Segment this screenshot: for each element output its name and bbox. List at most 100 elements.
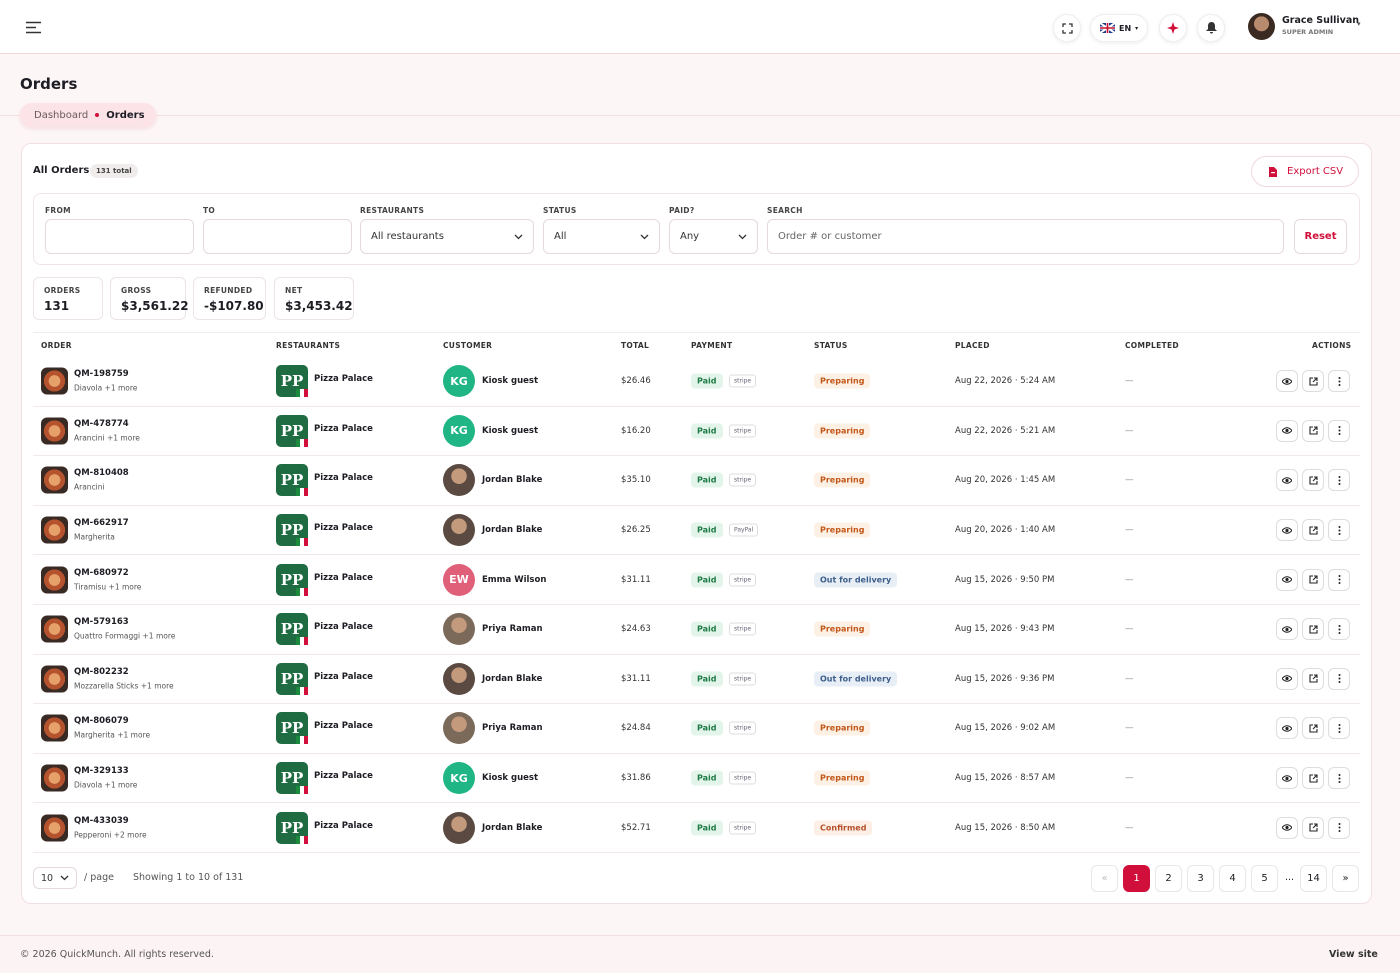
page-button[interactable]: 3	[1187, 865, 1214, 892]
last-page[interactable]: 14	[1300, 865, 1327, 892]
placed-at: Aug 15, 2026 · 9:50 PM	[955, 574, 1055, 585]
reset-button[interactable]: Reset	[1294, 219, 1347, 254]
placed-at: Aug 22, 2026 · 5:24 AM	[955, 376, 1056, 387]
column-header: PLACED	[955, 341, 990, 350]
restaurants-select[interactable]: All restaurants	[360, 219, 534, 254]
view-site-link[interactable]: View site	[1329, 949, 1378, 960]
completed-at: —	[1125, 525, 1134, 536]
language-select[interactable]: EN ▾	[1090, 14, 1148, 42]
page-button[interactable]: 4	[1219, 865, 1246, 892]
from-date-input[interactable]	[45, 219, 194, 254]
stat-label: GROSS	[121, 286, 152, 295]
fullscreen-button[interactable]	[1053, 14, 1081, 42]
order-row[interactable]: QM-579163 Quattro Formaggi +1 more PP Pizza…	[33, 605, 1360, 655]
placed-at: Aug 20, 2026 · 1:45 AM	[955, 475, 1056, 486]
order-row[interactable]: QM-806079 Margherita +1 more PP Pizza Palac…	[33, 704, 1360, 754]
open-button[interactable]	[1302, 667, 1324, 690]
italian-flag	[296, 835, 308, 844]
order-total: $31.11	[621, 574, 651, 585]
stat-box: NET $3,453.42	[274, 277, 354, 320]
more-button[interactable]	[1328, 816, 1350, 839]
more-button[interactable]	[1328, 667, 1350, 690]
placed-at: Aug 15, 2026 · 9:02 AM	[955, 723, 1056, 734]
page-button[interactable]: 2	[1155, 865, 1182, 892]
view-button[interactable]	[1276, 816, 1298, 839]
order-row[interactable]: QM-329133 Diavola +1 more PP Pizza Palace KG…	[33, 754, 1360, 804]
menu-icon[interactable]	[26, 21, 42, 34]
notifications-button[interactable]	[1197, 14, 1225, 42]
order-items: Pepperoni +2 more	[74, 830, 147, 840]
more-button[interactable]	[1328, 419, 1350, 442]
order-status: Out for delivery	[814, 572, 898, 588]
customer-name: Kiosk guest	[482, 425, 539, 436]
view-button[interactable]	[1276, 370, 1298, 393]
open-button[interactable]	[1302, 519, 1324, 542]
order-row[interactable]: QM-680972 Tiramisu +1 more PP Pizza Palace E…	[33, 555, 1360, 605]
payment-provider: stripe	[729, 622, 757, 636]
more-button[interactable]	[1328, 519, 1350, 542]
food-thumbnail	[41, 367, 68, 395]
paid-select[interactable]: Any	[669, 219, 758, 254]
next-page[interactable]: »	[1332, 865, 1359, 892]
open-button[interactable]	[1302, 419, 1324, 442]
export-csv-button[interactable]: Export CSV	[1251, 156, 1359, 187]
view-button[interactable]	[1276, 767, 1298, 790]
view-button[interactable]	[1276, 419, 1298, 442]
payment-provider: stripe	[729, 721, 757, 735]
more-button[interactable]	[1328, 469, 1350, 492]
page-size-select[interactable]: 10	[33, 867, 77, 889]
user-menu-caret[interactable]: ▾	[1357, 20, 1361, 28]
open-button[interactable]	[1302, 618, 1324, 641]
order-row[interactable]: QM-433039 Pepperoni +2 more PP Pizza Palace…	[33, 803, 1360, 853]
breadcrumb-link[interactable]: Dashboard	[34, 109, 89, 121]
payment-status: Paid	[691, 472, 723, 488]
open-button[interactable]	[1302, 717, 1324, 740]
completed-at: —	[1125, 574, 1134, 585]
user-avatar[interactable]	[1248, 13, 1275, 40]
placed-at: Aug 15, 2026 · 9:36 PM	[955, 673, 1055, 684]
more-button[interactable]	[1328, 370, 1350, 393]
open-button[interactable]	[1302, 767, 1324, 790]
order-row[interactable]: QM-198759 Diavola +1 more PP Pizza Palace KG…	[33, 357, 1360, 407]
copyright: © 2026 QuickMunch. All rights reserved.	[20, 949, 214, 960]
italian-flag	[296, 488, 308, 497]
view-button[interactable]	[1276, 717, 1298, 740]
payment-provider: stripe	[729, 672, 757, 686]
order-items: Quattro Formaggi +1 more	[74, 631, 176, 641]
more-button[interactable]	[1328, 618, 1350, 641]
more-button[interactable]	[1328, 767, 1350, 790]
more-button[interactable]	[1328, 717, 1350, 740]
open-button[interactable]	[1302, 568, 1324, 591]
view-button[interactable]	[1276, 568, 1298, 591]
status-select[interactable]: All	[543, 219, 660, 254]
order-row[interactable]: QM-810408 Arancini PP Pizza Palace Jordan Bl…	[33, 456, 1360, 506]
search-placeholder: Order # or customer	[778, 231, 882, 242]
view-button[interactable]	[1276, 469, 1298, 492]
view-button[interactable]	[1276, 618, 1298, 641]
ai-button[interactable]	[1159, 14, 1187, 42]
open-button[interactable]	[1302, 370, 1324, 393]
to-date-input[interactable]	[203, 219, 352, 254]
order-status: Confirmed	[814, 820, 873, 836]
open-button[interactable]	[1302, 816, 1324, 839]
more-button[interactable]	[1328, 568, 1350, 591]
order-row[interactable]: QM-478774 Arancini +1 more PP Pizza Palace K…	[33, 407, 1360, 457]
completed-at: —	[1125, 376, 1134, 387]
open-button[interactable]	[1302, 469, 1324, 492]
order-row[interactable]: QM-802232 Mozzarella Sticks +1 more PP Pizz…	[33, 655, 1360, 705]
page-button[interactable]: 5	[1251, 865, 1278, 892]
order-total: $26.25	[621, 525, 651, 536]
language-code: EN	[1119, 23, 1132, 33]
customer-name: Priya Raman	[482, 624, 543, 635]
view-button[interactable]	[1276, 667, 1298, 690]
view-button[interactable]	[1276, 519, 1298, 542]
page-button[interactable]: 1	[1123, 865, 1150, 892]
italian-flag	[296, 736, 308, 745]
order-total: $35.10	[621, 475, 651, 486]
search-input[interactable]: Order # or customer	[767, 219, 1284, 254]
order-row[interactable]: QM-662917 Margherita PP Pizza Palace Jordan …	[33, 506, 1360, 556]
prev-page[interactable]: «	[1091, 865, 1118, 892]
user-role: SUPER ADMIN	[1282, 28, 1334, 36]
stat-value: 131	[44, 299, 70, 313]
